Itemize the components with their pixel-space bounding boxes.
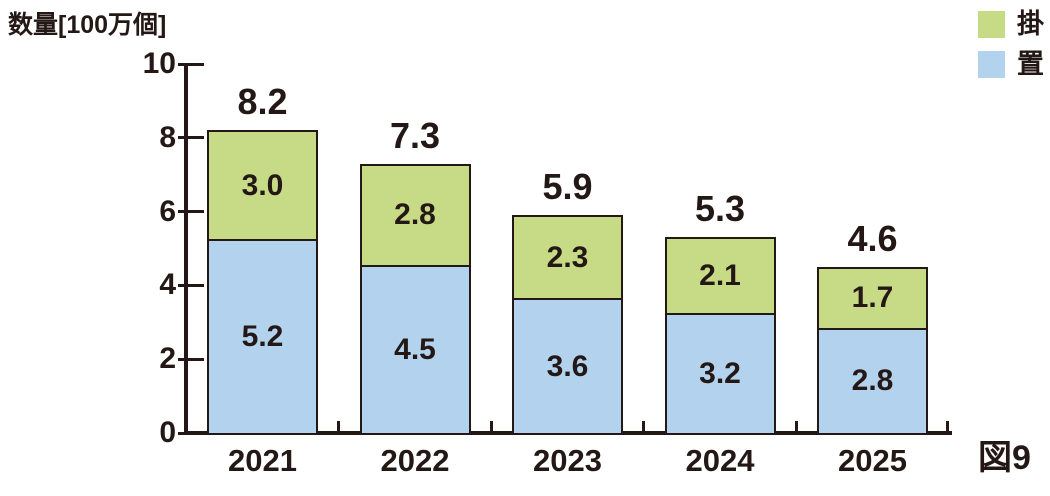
y-tick-label: 2 xyxy=(159,342,176,376)
y-tick xyxy=(178,210,204,214)
x-tick-label-2023: 2023 xyxy=(533,443,602,478)
x-tick-label-2021: 2021 xyxy=(228,443,297,478)
legend-label-kake: 掛 xyxy=(1017,9,1044,39)
y-tick xyxy=(178,283,204,287)
bar-segment-oki-2023 xyxy=(512,300,623,435)
bar-segment-kake-2025 xyxy=(817,266,928,330)
y-axis-title: 数量[100万個] xyxy=(8,11,167,39)
legend-swatch-kake-icon xyxy=(978,11,1005,38)
x-separator-tick xyxy=(337,421,340,433)
bar-segment-kake-2024 xyxy=(664,237,776,315)
x-separator-tick xyxy=(642,421,645,433)
legend-item-oki: 置 xyxy=(978,51,1044,78)
legend-label-oki: 置 xyxy=(1017,49,1044,79)
bar-kake-value-label: 3.0 xyxy=(241,168,284,202)
bar-segment-oki-2021 xyxy=(207,241,318,435)
x-axis-end-tick xyxy=(946,421,949,433)
figure-number-label: 図9 xyxy=(978,439,1031,477)
x-separator-tick xyxy=(489,421,493,433)
bar-oki-value-label: 2.8 xyxy=(851,364,894,398)
x-tick-label-2022: 2022 xyxy=(380,443,450,478)
y-axis-line xyxy=(184,64,188,435)
y-tick xyxy=(178,357,204,361)
x-separator-tick xyxy=(794,421,798,433)
bar-kake-value-label: 2.8 xyxy=(394,198,436,232)
y-tick-label: 0 xyxy=(159,416,176,449)
bar-total-label: 7.3 xyxy=(389,114,441,156)
y-tick-label: 6 xyxy=(159,194,176,228)
y-tick xyxy=(178,431,204,435)
bar-oki-value-label: 3.6 xyxy=(546,349,589,383)
bar-kake-value-label: 2.1 xyxy=(699,259,741,293)
bar-segment-oki-2025 xyxy=(817,329,928,435)
legend: 掛 置 xyxy=(978,11,1044,78)
bar-segment-oki-2024 xyxy=(664,314,776,435)
bar-kake-value-label: 2.3 xyxy=(546,240,589,274)
bar-segment-kake-2023 xyxy=(512,215,623,301)
bar-total-label: 5.3 xyxy=(694,188,746,230)
bar-oki-value-label: 5.2 xyxy=(241,320,284,354)
bar-segment-kake-2022 xyxy=(359,163,471,267)
x-tick-label-2025: 2025 xyxy=(838,443,907,478)
bar-oki-value-label: 4.5 xyxy=(394,332,436,366)
bar-total-label: 4.6 xyxy=(847,217,898,259)
x-tick-label-2024: 2024 xyxy=(685,443,755,478)
bar-kake-value-label: 1.7 xyxy=(851,281,894,315)
bar-segment-kake-2021 xyxy=(207,130,318,242)
y-tick xyxy=(178,62,204,66)
bar-oki-value-label: 3.2 xyxy=(699,356,741,390)
bar-segment-oki-2022 xyxy=(359,266,471,435)
bar-total-label: 8.2 xyxy=(237,81,288,123)
y-tick-label: 10 xyxy=(142,47,176,80)
y-tick-label: 4 xyxy=(159,268,176,302)
y-tick xyxy=(178,136,204,140)
legend-swatch-oki-icon xyxy=(978,51,1005,78)
bar-total-label: 5.9 xyxy=(542,166,593,208)
legend-item-kake: 掛 xyxy=(978,11,1044,38)
y-tick-label: 8 xyxy=(159,120,176,154)
